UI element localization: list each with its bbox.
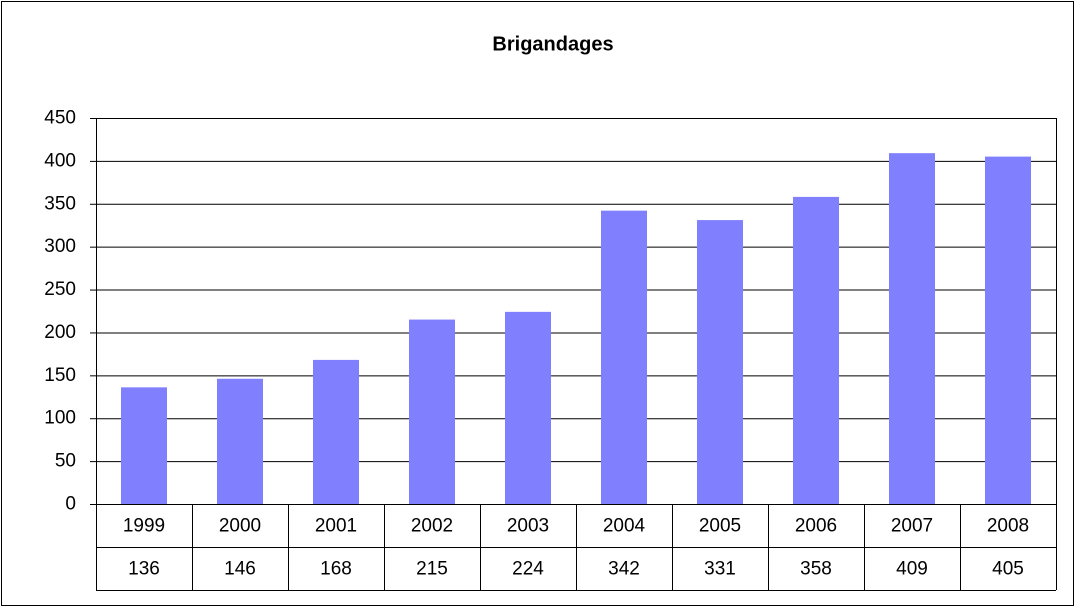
y-tick-label: 50 — [55, 451, 76, 472]
y-tick-label: 200 — [44, 322, 76, 343]
bar — [313, 359, 359, 504]
bar — [601, 210, 647, 504]
bar — [697, 220, 743, 504]
data-table-value: 405 — [992, 559, 1024, 580]
bar — [505, 311, 551, 504]
chart-title: Brigandages — [492, 33, 613, 55]
y-tick-label: 250 — [44, 279, 76, 300]
x-tick-label: 2007 — [891, 516, 933, 537]
y-tick-label: 450 — [44, 108, 76, 129]
data-table-value: 409 — [896, 559, 928, 580]
data-table-value: 136 — [128, 559, 160, 580]
x-tick-label: 2005 — [699, 516, 741, 537]
data-table-value: 331 — [704, 559, 736, 580]
y-tick-label: 150 — [44, 365, 76, 386]
data-table-value: 215 — [416, 559, 448, 580]
y-tick-label: 350 — [44, 193, 76, 214]
x-tick-label: 2003 — [507, 516, 549, 537]
data-table-value: 168 — [320, 559, 352, 580]
bar — [409, 319, 455, 504]
bar — [793, 196, 839, 504]
data-table-value: 358 — [800, 559, 832, 580]
x-tick-label: 2000 — [219, 516, 261, 537]
y-tick-label: 0 — [65, 494, 76, 515]
y-tick-label: 100 — [44, 408, 76, 429]
x-tick-label: 2008 — [987, 516, 1029, 537]
y-tick-label: 300 — [44, 236, 76, 257]
bar — [217, 378, 263, 504]
bar — [889, 153, 935, 504]
y-tick-label: 400 — [44, 150, 76, 171]
x-tick-label: 2002 — [411, 516, 453, 537]
bar — [985, 156, 1031, 504]
x-tick-label: 2006 — [795, 516, 837, 537]
x-tick-label: 2001 — [315, 516, 357, 537]
data-table-value: 146 — [224, 559, 256, 580]
x-tick-label: 2004 — [603, 516, 646, 537]
x-tick-label: 1999 — [123, 516, 165, 537]
data-table-value: 342 — [608, 559, 640, 580]
data-table-value: 224 — [512, 559, 544, 580]
bar — [121, 387, 167, 504]
